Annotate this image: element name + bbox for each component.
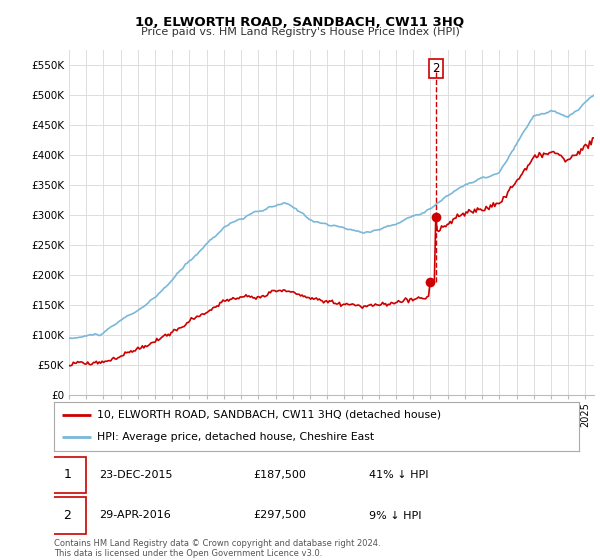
Text: HPI: Average price, detached house, Cheshire East: HPI: Average price, detached house, Ches… bbox=[97, 432, 374, 442]
Text: 2: 2 bbox=[63, 509, 71, 522]
Text: £187,500: £187,500 bbox=[254, 470, 307, 479]
Text: 29-APR-2016: 29-APR-2016 bbox=[98, 511, 170, 520]
Text: 23-DEC-2015: 23-DEC-2015 bbox=[98, 470, 172, 479]
Text: 41% ↓ HPI: 41% ↓ HPI bbox=[369, 470, 428, 479]
Text: 10, ELWORTH ROAD, SANDBACH, CW11 3HQ (detached house): 10, ELWORTH ROAD, SANDBACH, CW11 3HQ (de… bbox=[97, 410, 441, 420]
Text: 2: 2 bbox=[433, 62, 440, 75]
Text: Price paid vs. HM Land Registry's House Price Index (HPI): Price paid vs. HM Land Registry's House … bbox=[140, 27, 460, 37]
FancyBboxPatch shape bbox=[49, 456, 86, 493]
FancyBboxPatch shape bbox=[49, 497, 86, 534]
Text: Contains HM Land Registry data © Crown copyright and database right 2024.
This d: Contains HM Land Registry data © Crown c… bbox=[54, 539, 380, 558]
Text: 1: 1 bbox=[63, 468, 71, 481]
Text: £297,500: £297,500 bbox=[254, 511, 307, 520]
Text: 9% ↓ HPI: 9% ↓ HPI bbox=[369, 511, 421, 520]
Text: 10, ELWORTH ROAD, SANDBACH, CW11 3HQ: 10, ELWORTH ROAD, SANDBACH, CW11 3HQ bbox=[136, 16, 464, 29]
